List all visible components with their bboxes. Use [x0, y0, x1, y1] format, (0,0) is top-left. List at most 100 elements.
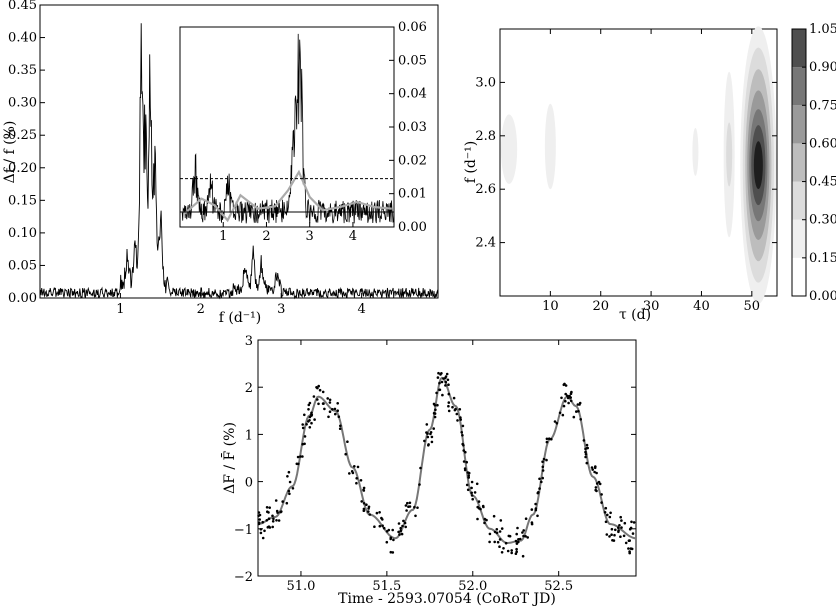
lightcurve-point	[561, 413, 565, 417]
colorbar-tick-label: 0.75	[809, 98, 836, 113]
lightcurve-point	[493, 530, 497, 534]
lightcurve-point	[594, 486, 598, 489]
lightcurve-point	[367, 507, 370, 510]
lightcurve-point	[521, 554, 525, 558]
lightcurve-point	[495, 528, 499, 531]
lightcurve-point	[459, 418, 463, 421]
lightcurve-point	[558, 411, 562, 415]
lightcurve-point	[628, 527, 632, 531]
lightcurve-point	[418, 483, 421, 486]
lightcurve-point	[356, 465, 360, 469]
periodogram-xtick-label: 2	[197, 302, 205, 317]
lightcurve-point	[493, 540, 497, 544]
lightcurve-point	[316, 398, 319, 401]
lightcurve-point	[403, 521, 407, 525]
lightcurve-point	[510, 549, 513, 552]
lightcurve-point	[521, 531, 524, 534]
lightcurve-point	[584, 455, 587, 459]
lightcurve-point	[438, 388, 442, 392]
lightcurve-point	[447, 383, 450, 387]
lightcurve-point	[530, 508, 534, 511]
lightcurve-point	[606, 513, 609, 517]
lightcurve-point	[600, 493, 603, 496]
lightcurve-point	[524, 517, 528, 520]
lightcurve-point	[547, 437, 551, 441]
lightcurve-point	[498, 538, 502, 541]
inset-ytick-label: 0.06	[398, 20, 427, 35]
lightcurve-point	[267, 525, 271, 529]
wavelet-frame	[499, 28, 778, 297]
lightcurve-point	[382, 526, 386, 530]
lightcurve-ytick-label: 3	[245, 334, 253, 349]
lightcurve-point	[391, 551, 395, 554]
lightcurve-point	[610, 527, 614, 531]
lightcurve-point	[485, 518, 488, 522]
lightcurve-point	[458, 408, 462, 411]
periodogram-xlabel: f (d⁻¹)	[219, 310, 262, 326]
lightcurve-point	[595, 489, 598, 493]
lightcurve-point	[425, 423, 429, 426]
lightcurve-point	[365, 503, 368, 507]
lightcurve-point	[308, 426, 312, 429]
lightcurve-point	[455, 412, 459, 416]
wavelet-ylabel: f (d⁻¹)	[463, 141, 479, 184]
inset-ytick-label: 0.05	[398, 53, 427, 68]
lightcurve-point	[542, 457, 546, 461]
lightcurve-point	[280, 510, 283, 513]
lightcurve-point	[566, 394, 569, 398]
lightcurve-point	[257, 521, 261, 524]
lightcurve-point	[327, 415, 330, 419]
inset-smooth-curve	[183, 169, 392, 223]
wavelet-xtick-label: 30	[643, 299, 660, 314]
lightcurve-point	[287, 470, 291, 474]
lightcurve-point	[488, 540, 491, 544]
lightcurve-point	[307, 408, 310, 411]
lightcurve-point	[500, 551, 504, 554]
lightcurve-point	[434, 408, 437, 412]
lightcurve-point	[488, 532, 492, 536]
lightcurve-point	[477, 500, 481, 503]
lightcurve-point	[432, 411, 436, 415]
lightcurve-point	[360, 500, 364, 503]
lightcurve-point	[515, 532, 518, 536]
lightcurve-point	[451, 405, 454, 409]
lightcurve-point	[476, 517, 479, 521]
lightcurve-point	[296, 455, 300, 459]
lightcurve-point	[301, 426, 305, 430]
lightcurve-point	[281, 500, 285, 503]
lightcurve-point	[312, 395, 316, 398]
lightcurve-point	[436, 376, 440, 379]
lightcurve-point	[389, 550, 393, 554]
periodogram-xtick-label: 3	[277, 302, 285, 317]
lightcurve-point	[608, 515, 612, 519]
lightcurve-point	[470, 494, 474, 497]
lightcurve-point	[268, 506, 272, 510]
lightcurve-point	[318, 388, 322, 392]
lightcurve-point	[593, 466, 597, 470]
lightcurve-point	[444, 384, 447, 387]
lightcurve-point	[447, 404, 450, 408]
lightcurve-point	[463, 467, 467, 470]
lightcurve-point	[287, 489, 291, 493]
lightcurve-point	[305, 423, 308, 426]
lightcurve-point	[516, 526, 519, 530]
lightcurve-point	[456, 419, 459, 422]
lightcurve-point	[550, 437, 553, 441]
lightcurve-frame	[257, 339, 637, 577]
lightcurve-point	[310, 413, 314, 417]
lightcurve-point	[310, 411, 313, 415]
lightcurve-point	[397, 530, 400, 534]
lightcurve-point	[404, 525, 408, 529]
lightcurve-point	[536, 514, 539, 518]
lightcurve-point	[453, 408, 457, 412]
colorbar-segment	[792, 181, 806, 220]
lightcurve-point	[407, 505, 410, 509]
lightcurve-point	[541, 460, 544, 464]
lightcurve-point	[462, 449, 466, 452]
lightcurve-ylabel: ΔF / F̄ (%)	[220, 422, 238, 494]
lightcurve-point	[272, 517, 275, 520]
lightcurve-point	[444, 376, 447, 380]
lightcurve-point	[308, 401, 312, 405]
lightcurve-point	[426, 432, 429, 435]
lightcurve-point	[405, 509, 408, 512]
